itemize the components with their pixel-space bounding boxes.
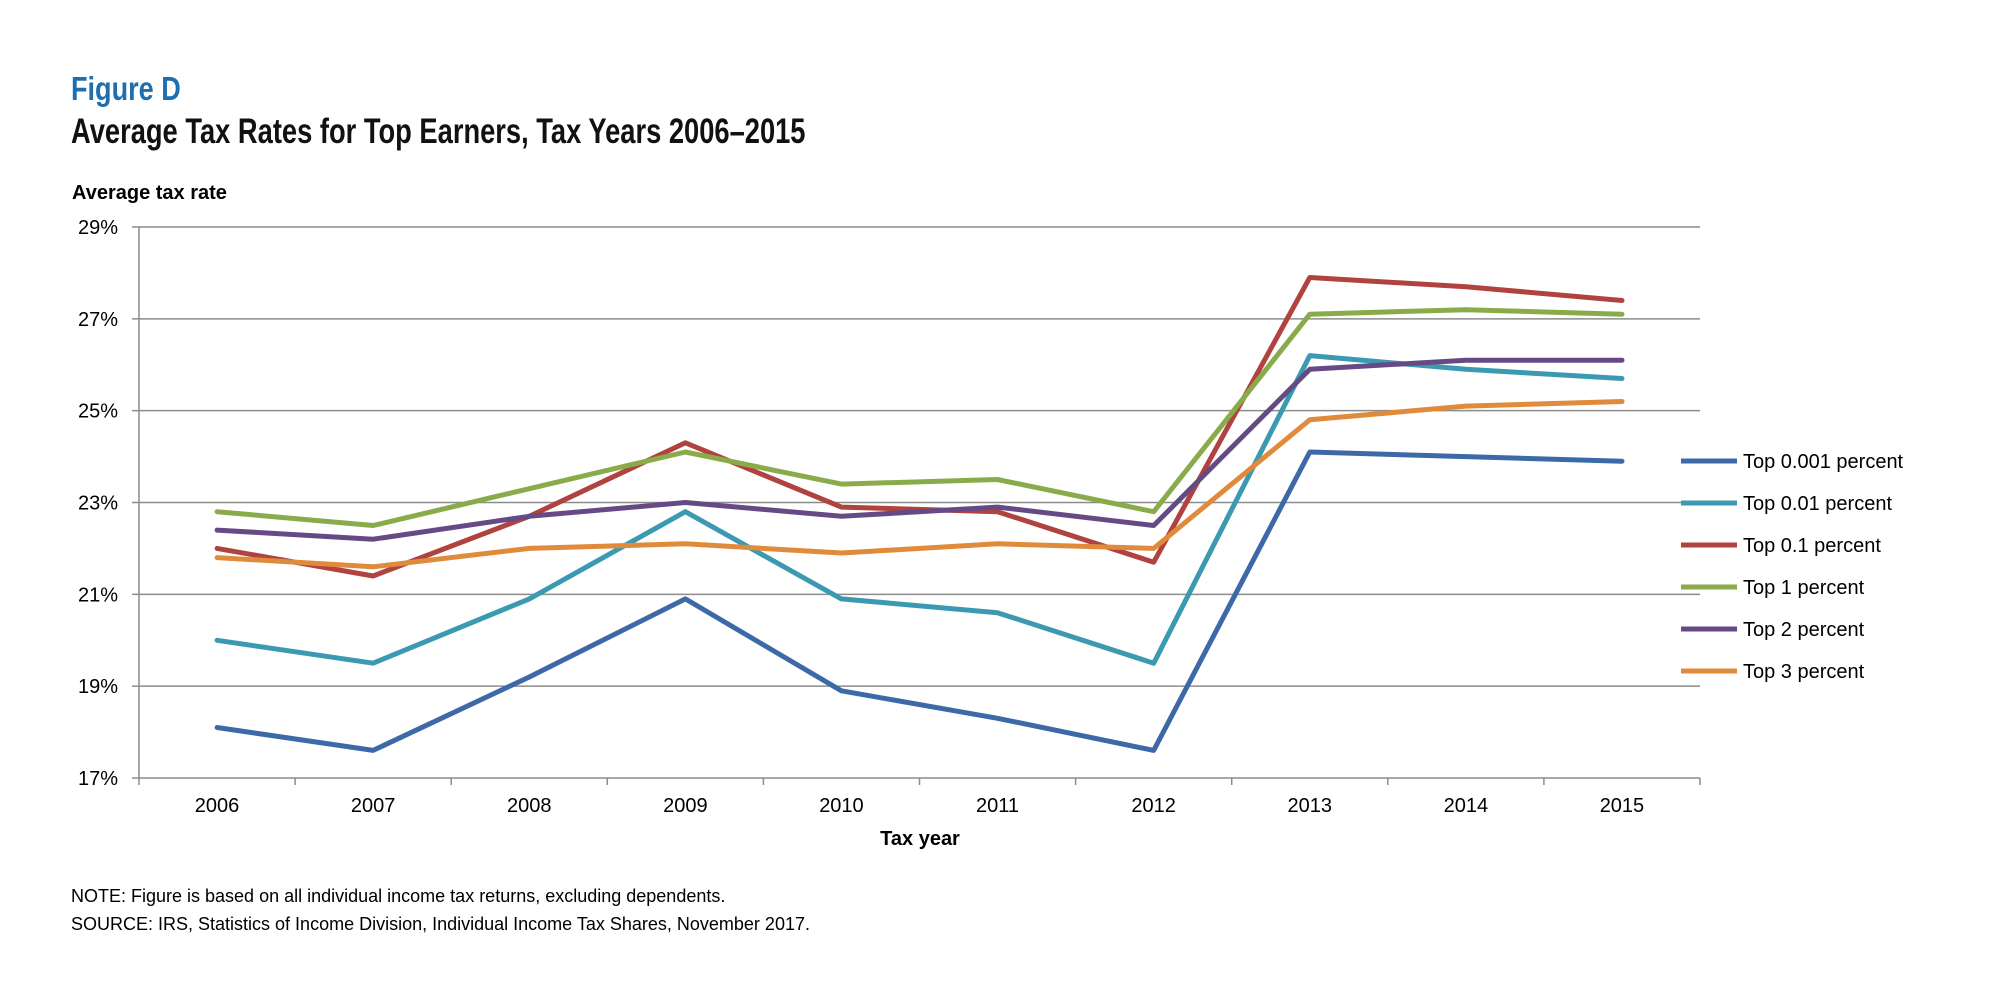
legend-label: Top 0.1 percent (1743, 535, 1881, 557)
series-line (214, 399, 1625, 570)
x-tick-label: 2014 (1444, 795, 1489, 817)
source-text: SOURCE: IRS, Statistics of Income Divisi… (71, 914, 810, 934)
note-text: NOTE: Figure is based on all individual … (71, 886, 726, 906)
x-tick-label: 2008 (507, 795, 552, 817)
y-tick-label: 27% (78, 309, 118, 331)
y-tick-label: 21% (78, 584, 118, 606)
y-tick-labels: 17% 19% 21% 23% 25% 27% 29% (78, 217, 118, 790)
legend-label: Top 2 percent (1743, 619, 1865, 641)
x-tick-label: 2010 (819, 795, 864, 817)
y-tick-label: 25% (78, 401, 118, 423)
series-line (214, 307, 1625, 528)
x-tick-label: 2006 (195, 795, 240, 817)
legend-label: Top 1 percent (1743, 577, 1865, 599)
series-line (214, 357, 1625, 542)
y-axis-title: Average tax rate (72, 182, 227, 204)
legend-label: Top 3 percent (1743, 661, 1865, 683)
x-tick-label: 2012 (1131, 795, 1176, 817)
x-tick-label: 2011 (976, 795, 1019, 817)
x-tick-label: 2013 (1288, 795, 1333, 817)
legend-label: Top 0.001 percent (1743, 451, 1904, 473)
axes (132, 226, 1701, 785)
x-tick-label: 2009 (663, 795, 708, 817)
figure-title: Average Tax Rates for Top Earners, Tax Y… (71, 112, 806, 151)
y-tick-label: 17% (78, 768, 118, 790)
series-line (214, 449, 1625, 753)
y-tick-label: 19% (78, 676, 118, 698)
x-axis-title: Tax year (880, 828, 960, 850)
x-tick-label: 2007 (351, 795, 396, 817)
legend: Top 0.001 percent Top 0.01 percent Top 0.1… (1681, 451, 1904, 683)
y-tick-label: 23% (78, 493, 118, 515)
figure-label: Figure D (71, 70, 181, 107)
legend-label: Top 0.01 percent (1743, 493, 1892, 515)
y-tick-label: 29% (78, 217, 118, 239)
gridlines (139, 226, 1700, 687)
x-tick-labels: 2006 2007 2008 2009 2010 2011 2012 2013 2014 2015 (195, 795, 1644, 817)
series-lines (214, 275, 1625, 753)
x-tick-label: 2015 (1600, 795, 1645, 817)
